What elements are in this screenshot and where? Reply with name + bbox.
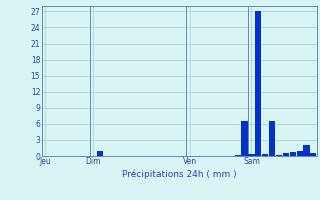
Bar — [248, 154, 254, 156]
Bar — [276, 155, 282, 156]
Bar — [262, 154, 268, 156]
Bar — [242, 121, 248, 156]
Bar — [310, 153, 316, 156]
Bar — [290, 152, 296, 156]
Bar — [297, 151, 303, 156]
Bar — [235, 155, 241, 156]
Bar — [97, 151, 103, 156]
Bar — [269, 121, 275, 156]
X-axis label: Précipitations 24h ( mm ): Précipitations 24h ( mm ) — [122, 169, 236, 179]
Bar — [255, 11, 261, 156]
Bar — [283, 153, 289, 156]
Bar — [303, 145, 309, 156]
